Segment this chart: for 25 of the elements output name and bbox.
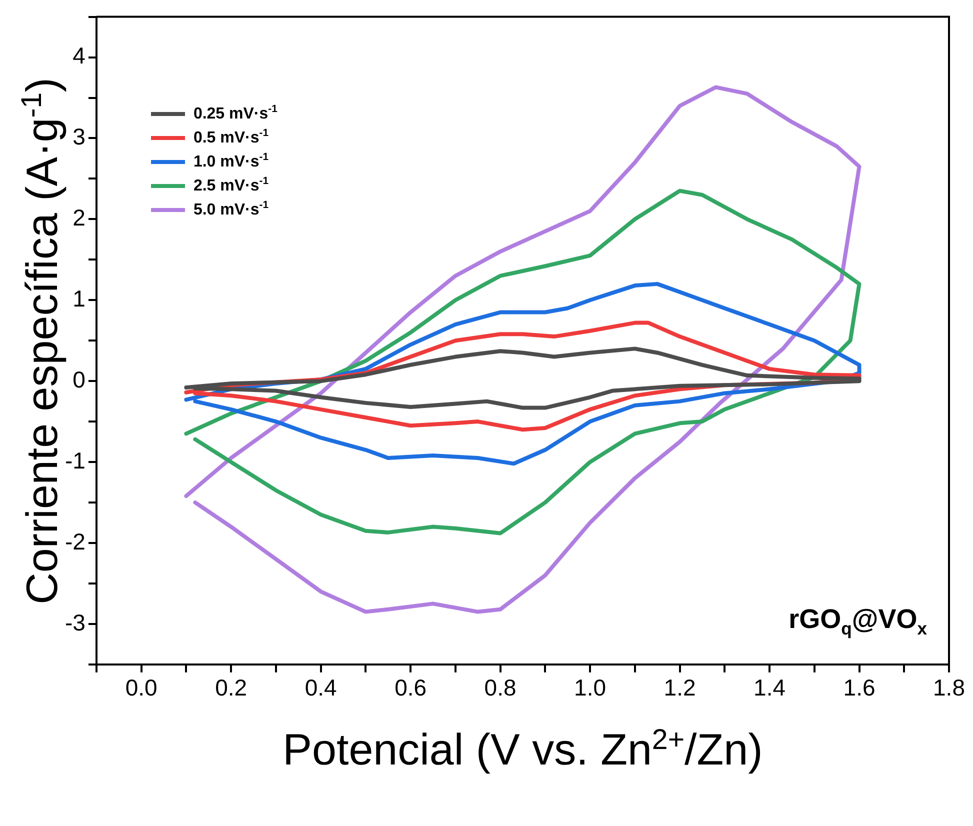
y-tick-label: 2 [72,204,86,231]
x-tick-label: 1.4 [754,674,786,701]
legend-label: 0.25 mV·s$^{-1}$ [193,104,278,124]
x-tick-label: 0.2 [215,674,248,701]
y-tick-label: 3 [72,124,86,150]
x-tick-label: 0.6 [394,674,427,701]
y-tick-label: -1 [65,447,86,474]
legend-label: 2.5 mV·s$^{-1}$ [193,176,268,196]
x-tick-label: 0.0 [125,674,158,701]
x-tick-label: 1.0 [574,674,606,701]
annotation: rGO$_{q}$@VO$_{x}$ [788,604,927,640]
y-tick-label: -3 [65,609,86,636]
y-tick-label: 4 [72,42,86,69]
legend-label: 5.0 mV·s$^{-1}$ [193,200,268,220]
x-tick-label: 0.4 [304,674,337,701]
y-tick-label: 1 [72,285,86,312]
legend-label: 1.0 mV·s$^{-1}$ [193,152,268,172]
x-tick-label: 1.2 [664,674,696,701]
y-tick-label: 0 [72,366,86,392]
y-tick-label: -2 [65,528,86,554]
legend-label: 0.5 mV·s$^{-1}$ [193,128,268,148]
x-tick-label: 1.8 [933,674,965,701]
x-axis-title: Potencial (V vs. Zn$^{2+}$/Zn) [282,724,763,776]
x-tick-label: 1.6 [843,674,876,701]
x-tick-label: 0.8 [484,674,516,701]
